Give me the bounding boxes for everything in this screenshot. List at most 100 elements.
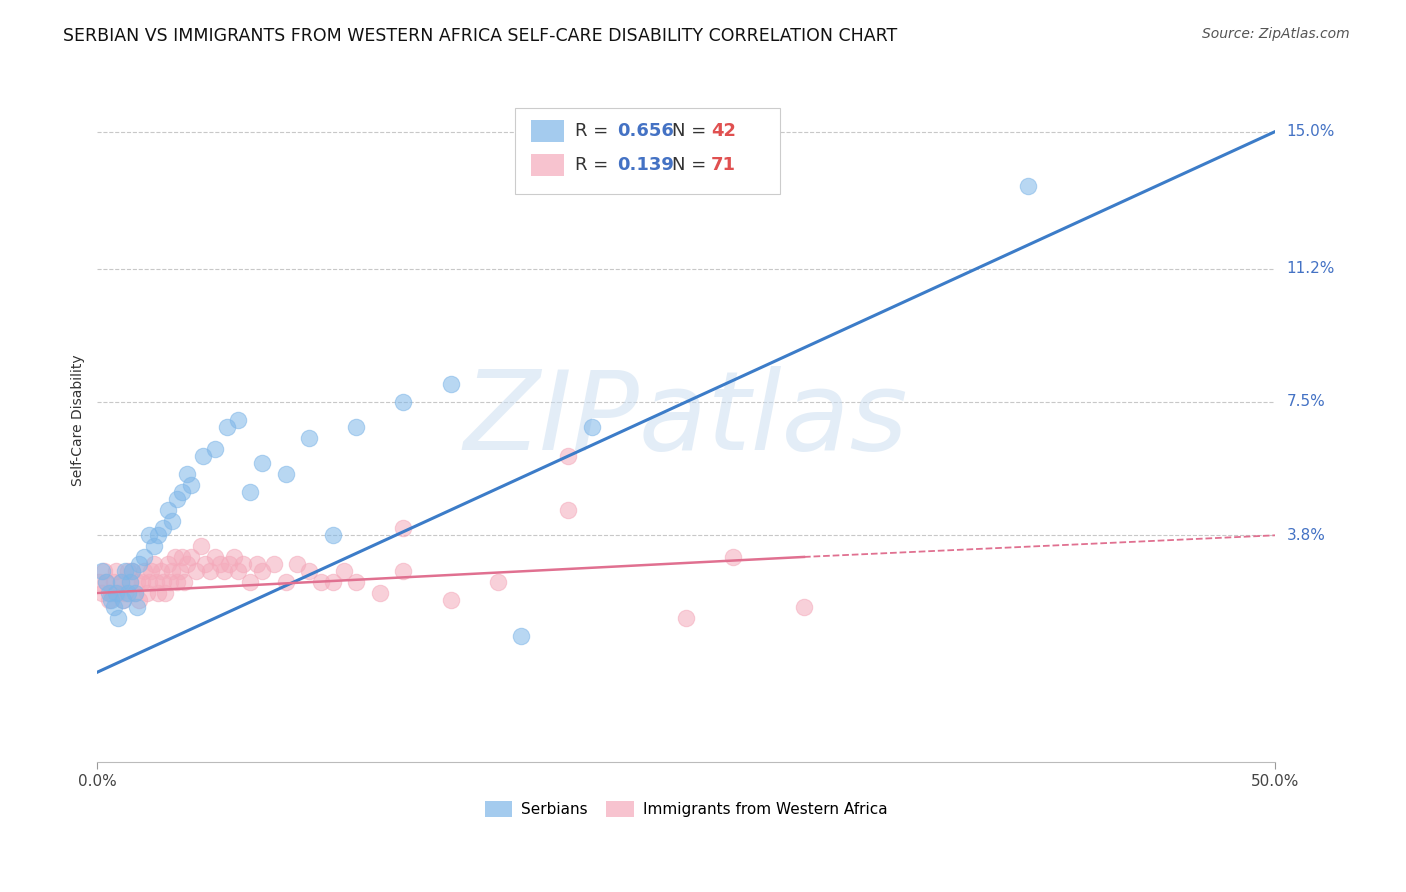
Point	[162, 514, 184, 528]
Text: 15.0%: 15.0%	[1286, 124, 1334, 139]
Point	[111, 593, 134, 607]
Point	[89, 575, 111, 590]
Point	[486, 575, 509, 590]
Point	[675, 611, 697, 625]
Point	[439, 593, 461, 607]
Point	[128, 557, 150, 571]
Y-axis label: Self-Care Disability: Self-Care Disability	[72, 354, 86, 486]
Point	[142, 557, 165, 571]
Text: N =: N =	[672, 121, 711, 140]
Point	[222, 549, 245, 564]
Point	[190, 539, 212, 553]
Point	[208, 557, 231, 571]
Point	[1017, 178, 1039, 193]
Point	[97, 586, 120, 600]
Text: ZIPatlas: ZIPatlas	[464, 367, 908, 474]
Text: R =: R =	[575, 156, 614, 174]
Point	[149, 565, 172, 579]
Text: 7.5%: 7.5%	[1286, 394, 1324, 409]
Point	[557, 449, 579, 463]
Point	[97, 593, 120, 607]
Point	[263, 557, 285, 571]
Point	[90, 565, 112, 579]
Point	[392, 521, 415, 535]
Point	[173, 575, 195, 590]
Point	[142, 539, 165, 553]
Point	[100, 586, 122, 600]
Point	[344, 420, 367, 434]
Point	[114, 586, 136, 600]
Point	[152, 575, 174, 590]
Point	[107, 586, 129, 600]
Point	[90, 586, 112, 600]
Point	[162, 565, 184, 579]
Point	[232, 557, 254, 571]
Point	[110, 575, 132, 590]
Point	[204, 549, 226, 564]
Point	[239, 485, 262, 500]
Text: 0.656: 0.656	[617, 121, 673, 140]
Point	[138, 575, 160, 590]
Point	[218, 557, 240, 571]
Point	[118, 575, 141, 590]
Point	[250, 456, 273, 470]
Point	[100, 593, 122, 607]
Point	[298, 565, 321, 579]
Point	[180, 549, 202, 564]
Point	[155, 586, 177, 600]
Point	[131, 575, 153, 590]
Point	[148, 528, 170, 542]
Point	[124, 586, 146, 600]
Point	[793, 600, 815, 615]
Point	[107, 611, 129, 625]
Point	[103, 575, 125, 590]
Point	[333, 565, 356, 579]
Point	[170, 549, 193, 564]
Point	[274, 467, 297, 481]
Point	[581, 420, 603, 434]
Point	[344, 575, 367, 590]
Point	[152, 521, 174, 535]
Point	[274, 575, 297, 590]
Text: 42: 42	[711, 121, 735, 140]
Point	[184, 565, 207, 579]
Text: R =: R =	[575, 121, 614, 140]
Point	[392, 565, 415, 579]
Point	[309, 575, 332, 590]
Point	[159, 575, 181, 590]
Point	[250, 565, 273, 579]
Point	[368, 586, 391, 600]
Text: 0.139: 0.139	[617, 156, 673, 174]
Point	[392, 395, 415, 409]
Text: 71: 71	[711, 156, 735, 174]
Point	[127, 575, 149, 590]
Point	[439, 376, 461, 391]
Point	[191, 449, 214, 463]
Point	[127, 600, 149, 615]
Point	[96, 575, 118, 590]
Point	[510, 629, 533, 643]
FancyBboxPatch shape	[516, 108, 780, 194]
Point	[215, 420, 238, 434]
Point	[214, 565, 236, 579]
Point	[322, 528, 344, 542]
Point	[156, 557, 179, 571]
Point	[166, 575, 188, 590]
Point	[117, 565, 139, 579]
Point	[121, 565, 143, 579]
Point	[114, 565, 136, 579]
Text: N =: N =	[672, 156, 711, 174]
Point	[121, 565, 143, 579]
Point	[93, 565, 115, 579]
Point	[103, 600, 125, 615]
Point	[322, 575, 344, 590]
Point	[134, 549, 156, 564]
Point	[138, 528, 160, 542]
Point	[128, 593, 150, 607]
FancyBboxPatch shape	[530, 154, 564, 177]
Point	[124, 586, 146, 600]
Point	[163, 549, 186, 564]
Point	[198, 565, 221, 579]
Point	[170, 485, 193, 500]
Point	[204, 442, 226, 456]
